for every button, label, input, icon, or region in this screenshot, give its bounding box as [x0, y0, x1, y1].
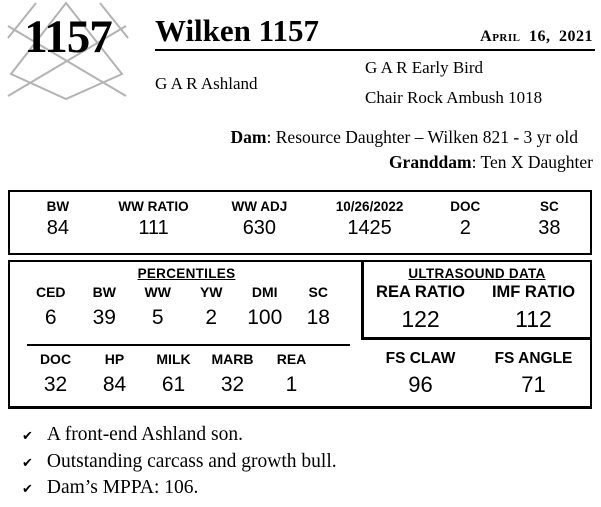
title-underline: [155, 49, 595, 51]
col-header: REA: [276, 351, 307, 367]
col-header: HP: [104, 351, 125, 367]
great-grandsire-name: Chair Rock Ambush 1018: [365, 88, 543, 107]
performance-header-row: BW WW RATIO WW ADJ 10/26/2022 DOC SC: [10, 199, 590, 214]
sale-date: April 16, 2021: [480, 28, 593, 45]
ultrasound-box: ULTRASOUND DATA REA RATIO IMF RATIO 122 …: [361, 262, 590, 340]
col-value: 1: [285, 373, 298, 396]
col-value: 32: [43, 373, 68, 396]
col-header: YW: [199, 284, 223, 300]
note-text: A front-end Ashland son.: [46, 424, 243, 445]
col-value: 111: [138, 217, 169, 239]
col-header: REA RATIO: [376, 283, 465, 301]
percentiles-header-row: CED BW WW YW DMI SC: [10, 284, 363, 300]
col-header: MILK: [156, 351, 191, 367]
checkmark-icon: ✔: [22, 455, 33, 471]
checkmark-icon: ✔: [22, 482, 33, 497]
col-value: 84: [46, 217, 69, 239]
col-header: WW ADJ: [231, 199, 288, 214]
col-value: 71: [521, 372, 546, 397]
col-header: DOC: [39, 351, 72, 367]
list-item: ✔ Dam’s MPPA: 106.: [22, 477, 337, 499]
col-header: 10/26/2022: [335, 199, 404, 214]
lot-badge: 1157: [2, 0, 134, 104]
note-text: Dam’s MPPA: 106.: [46, 477, 199, 498]
notes-list: ✔ A front-end Ashland son. ✔ Outstanding…: [22, 424, 337, 504]
col-header: CED: [35, 284, 66, 300]
percentiles-value-row: 6 39 5 2 100 18: [10, 306, 363, 330]
col-value: 96: [408, 372, 433, 397]
col-header: DOC: [450, 199, 481, 214]
foot-score-section: FS CLAW FS ANGLE 96 71: [364, 262, 590, 406]
performance-table: BW WW RATIO WW ADJ 10/26/2022 DOC SC 84 …: [8, 190, 592, 255]
epd-header-row: DOC HP MILK MARB REA: [10, 351, 363, 367]
lot-number: 1157: [24, 11, 112, 63]
sire-name: G A R Ashland: [155, 74, 258, 93]
foot-score-header-row: FS CLAW FS ANGLE: [364, 350, 590, 368]
col-value: 100: [247, 306, 283, 329]
ultrasound-title: ULTRASOUND DATA: [408, 266, 546, 281]
col-header: FS ANGLE: [494, 350, 573, 367]
col-header: DMI: [251, 284, 278, 300]
granddam-line: Granddam: Ten X Daughter: [389, 152, 593, 173]
page-title: Wilken 1157: [155, 13, 319, 48]
col-value: 84: [102, 373, 127, 396]
performance-value-row: 84 111 630 1425 2 38: [10, 217, 590, 240]
col-value: 2: [205, 306, 218, 329]
col-header: BW: [92, 284, 116, 300]
ultrasound-value-row: 122 112: [364, 306, 590, 333]
col-value: 5: [151, 306, 164, 329]
col-value: 61: [161, 373, 186, 396]
col-header: FS CLAW: [385, 350, 456, 367]
col-header: MARB: [211, 351, 254, 367]
ultrasound-header-row: REA RATIO IMF RATIO: [364, 283, 590, 302]
granddam-label: Granddam: [388, 152, 472, 172]
foot-score-value-row: 96 71: [364, 372, 590, 398]
dam-line: Dam: Resource Daughter – Wilken 821 - 3 …: [231, 127, 578, 148]
dam-label: Dam: [230, 127, 267, 147]
col-value: 122: [401, 306, 440, 332]
col-value: 18: [306, 306, 330, 329]
note-text: Outstanding carcass and growth bull.: [46, 450, 337, 472]
granddam-text: : Ten X Daughter: [471, 152, 593, 172]
col-header: IMF RATIO: [491, 283, 576, 301]
dam-text: : Resource Daughter – Wilken 821 - 3 yr …: [266, 127, 578, 147]
checkmark-icon: ✔: [22, 429, 33, 444]
grandsire-name: G A R Early Bird: [365, 58, 484, 77]
diamond-watermark-icon: [7, 1, 129, 101]
col-header: BW: [46, 199, 70, 214]
percentiles-section: PERCENTILES CED BW WW YW DMI SC 6 39 5 2…: [10, 262, 363, 406]
list-item: ✔ A front-end Ashland son.: [22, 424, 337, 446]
col-value: 1425: [347, 217, 392, 239]
col-value: 39: [92, 306, 116, 329]
col-value: 630: [242, 217, 277, 239]
col-value: 2: [459, 217, 471, 239]
col-header: WW: [144, 284, 171, 300]
col-value: 6: [44, 306, 57, 329]
col-header: SC: [539, 199, 559, 214]
epd-panel: PERCENTILES CED BW WW YW DMI SC 6 39 5 2…: [8, 260, 592, 409]
row-divider: [27, 344, 350, 346]
list-item: ✔ Outstanding carcass and growth bull.: [22, 451, 337, 473]
col-value: 38: [538, 217, 561, 239]
epd-value-row: 32 84 61 32 1: [10, 373, 363, 397]
col-value: 112: [515, 306, 552, 332]
col-header: SC: [308, 284, 328, 300]
percentiles-title: PERCENTILES: [137, 266, 236, 281]
col-header: WW RATIO: [118, 199, 189, 214]
col-value: 32: [220, 373, 245, 396]
